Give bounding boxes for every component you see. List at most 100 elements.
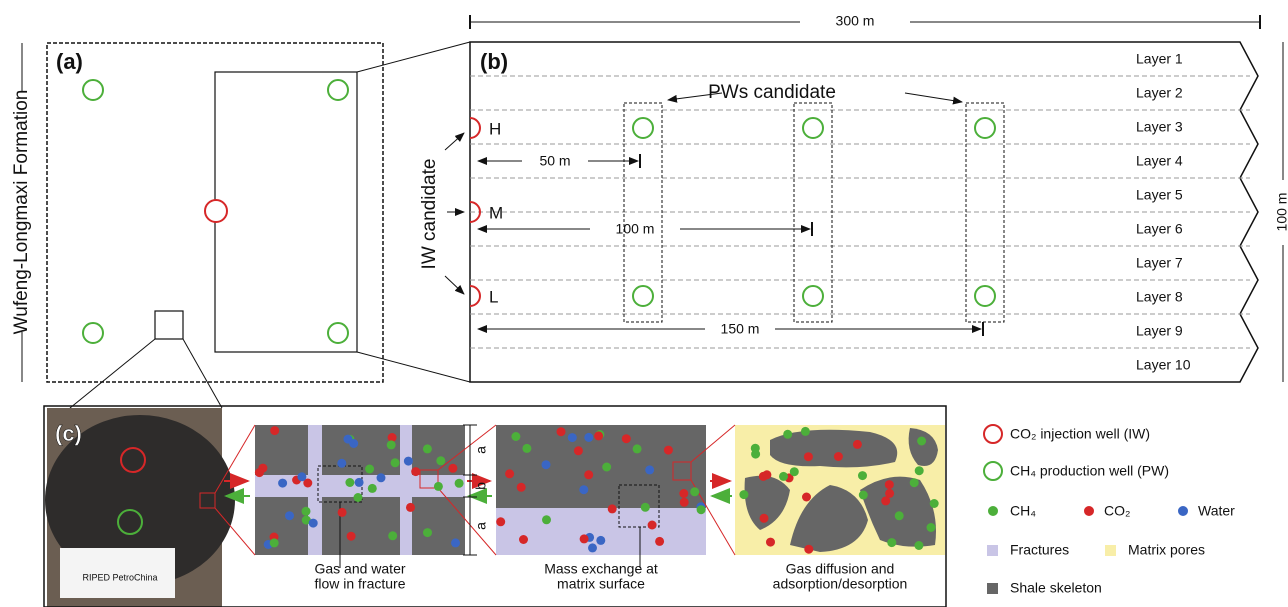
molecule: [690, 487, 700, 497]
molecule: [762, 470, 772, 480]
panel-c-frame: [43, 405, 947, 607]
photo-text: RIPED PetroChina: [82, 572, 157, 582]
molecule: [802, 492, 811, 502]
zoom-line: [69, 338, 156, 409]
height-label: 100 m: [1274, 193, 1288, 232]
molecule: [376, 473, 386, 483]
shape: [793, 102, 833, 323]
layer-label: Layer 1: [1136, 51, 1183, 67]
molecule: [301, 506, 311, 516]
pw-boxes: [623, 102, 1005, 323]
molecule: [411, 467, 421, 477]
molecule: [365, 464, 375, 474]
arrow: [444, 132, 465, 151]
molecule: [647, 520, 657, 530]
molecule: [308, 518, 318, 528]
panel-label: (b): [480, 49, 508, 74]
legend-label: CH₄ production well (PW): [1010, 463, 1169, 479]
molecule: [885, 488, 895, 498]
shape: [82, 322, 104, 344]
shape: [469, 117, 481, 139]
shape: [437, 424, 497, 471]
molecule: [909, 478, 919, 488]
molecule: [655, 536, 665, 546]
shape: [327, 79, 349, 101]
molecule: [542, 515, 551, 525]
molecule: [337, 507, 347, 517]
core-sample: [45, 415, 235, 585]
molecule: [353, 493, 363, 502]
molecule: [269, 538, 279, 548]
iw-position: H: [489, 119, 501, 138]
molecule: [337, 458, 347, 468]
zoom-rect: [214, 71, 358, 353]
molecule: [422, 444, 432, 454]
molecule: [696, 505, 706, 515]
iw-well: [204, 199, 228, 223]
molecule: [929, 499, 939, 508]
legend-label: CO₂ injection well (IW): [1010, 426, 1150, 442]
molecule: [858, 471, 867, 481]
molecule: [759, 513, 769, 523]
molecule: [423, 528, 432, 538]
sample-rect: [154, 310, 184, 340]
molecule: [607, 504, 617, 514]
shape: [744, 475, 790, 530]
molecule: [573, 446, 583, 456]
pw-wells: [632, 117, 996, 307]
molecule: [584, 432, 594, 442]
molecule: [858, 490, 868, 500]
legend-label: CO₂: [1104, 503, 1130, 519]
molecule: [522, 443, 532, 453]
molecule: [285, 511, 294, 521]
shape: [322, 425, 400, 475]
molecule: [766, 537, 775, 547]
legend-skeleton: [987, 583, 998, 594]
molecules: [254, 426, 939, 554]
molecule: [579, 534, 589, 544]
molecule: [278, 478, 288, 488]
molecule: [914, 466, 924, 476]
molecule: [354, 477, 364, 487]
molecule: [511, 432, 521, 441]
molecule: [406, 502, 415, 512]
layer-label: Layer 5: [1136, 187, 1183, 203]
formation-label: Wufeng-Longmaxi Formation: [11, 90, 32, 335]
molecule: [387, 433, 397, 442]
legend-ch4: [988, 506, 998, 516]
molecule: [451, 538, 460, 548]
molecule: [640, 502, 650, 512]
shape: [790, 485, 868, 552]
layer-label: Layer 6: [1136, 221, 1183, 237]
molecule: [454, 478, 464, 488]
molecule: [852, 439, 862, 449]
molecule: [448, 463, 458, 473]
dimension-lines: [463, 424, 477, 556]
molecule: [516, 482, 526, 492]
shape: [214, 424, 256, 494]
shape: [623, 102, 663, 323]
flow-arrows: [224, 473, 732, 504]
molecule: [917, 436, 927, 446]
molecule: [588, 543, 597, 553]
molecule: [679, 497, 689, 507]
pw-wells: [82, 79, 349, 344]
molecule: [433, 481, 443, 491]
shape: [965, 102, 1005, 323]
molecule: [367, 483, 377, 493]
photo-tag: [60, 548, 175, 598]
layer-label: Layer 7: [1136, 255, 1183, 271]
zoom-links: [214, 424, 736, 556]
zoom-rect: [199, 492, 216, 509]
shape: [632, 285, 654, 307]
molecule: [567, 433, 577, 443]
molecule: [594, 431, 604, 441]
molecule: [346, 531, 356, 541]
layer-label: Layer 2: [1136, 85, 1183, 101]
iw-label: IW candidate: [419, 159, 440, 270]
caption: flow in fracture: [314, 576, 405, 592]
iw-position: L: [489, 287, 498, 306]
molecule: [584, 470, 594, 480]
